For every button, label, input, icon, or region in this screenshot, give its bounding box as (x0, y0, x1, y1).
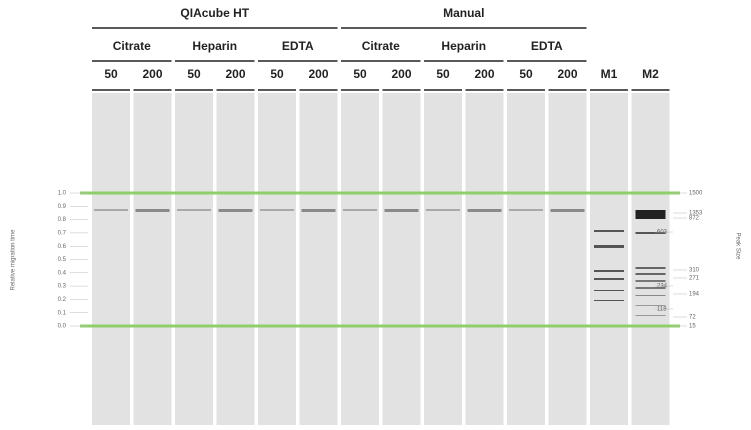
lane-label: 200 (391, 67, 411, 81)
size-label: 194 (689, 292, 700, 298)
migration-tick-label: 0.1 (58, 310, 67, 316)
migration-tick-label: 1.0 (58, 191, 67, 197)
sample-band (426, 209, 460, 211)
marker-band (594, 270, 624, 272)
marker-band (636, 295, 666, 296)
lane (507, 93, 545, 425)
lane (341, 93, 379, 425)
group-label: Manual (443, 6, 484, 20)
migration-tick-label: 0.9 (58, 204, 67, 210)
size-label: 72 (689, 315, 696, 321)
anticoagulant-label: EDTA (531, 39, 563, 53)
sample-band (260, 209, 294, 211)
lane (217, 93, 255, 425)
migration-tick-label: 0.7 (58, 230, 67, 236)
size-label: 271 (689, 276, 700, 282)
lane (590, 93, 628, 425)
lane (424, 93, 462, 425)
lane (175, 93, 213, 425)
migration-tick-label: 0.2 (58, 297, 67, 303)
anticoagulant-label: Citrate (362, 39, 400, 53)
lane (549, 93, 587, 425)
migration-tick-label: 0.5 (58, 257, 67, 263)
anticoagulant-label: Heparin (441, 39, 486, 53)
sample-band (94, 209, 128, 211)
migration-tick-label: 0.8 (58, 217, 67, 223)
size-label: 1500 (689, 191, 703, 197)
gel-figure: QIAcube HT Manual Citrate Heparin EDTA Citrat… (0, 0, 751, 425)
alignment-marker (80, 192, 680, 195)
lane-label: M1 (601, 67, 618, 81)
lane-label: 200 (474, 67, 494, 81)
lane-label: 200 (557, 67, 577, 81)
marker-band (636, 267, 666, 269)
lane-label: M2 (642, 67, 659, 81)
migration-axis-title: Relative migration time (11, 229, 17, 291)
anticoagulant-label: EDTA (282, 39, 314, 53)
lane-label: 50 (353, 67, 367, 81)
sample-band (468, 209, 502, 212)
lane-label: 200 (225, 67, 245, 81)
lane (92, 93, 130, 425)
marker-band (594, 290, 624, 291)
size-label: 872 (689, 216, 700, 222)
sample-band (343, 209, 377, 211)
lane (383, 93, 421, 425)
lane (134, 93, 172, 425)
anticoagulant-label: Citrate (113, 39, 151, 53)
size-label: 234 (657, 284, 668, 290)
marker-band (636, 273, 666, 275)
group-label: QIAcube HT (180, 6, 249, 20)
marker-band (636, 280, 666, 282)
sample-band (509, 209, 543, 211)
migration-tick-label: 0.0 (58, 324, 67, 330)
lane-label: 200 (142, 67, 162, 81)
marker-band (594, 230, 624, 232)
size-label: 118 (657, 307, 667, 313)
marker-band (594, 278, 624, 280)
size-label: 603 (657, 230, 668, 236)
marker-band (594, 245, 624, 248)
sample-band (136, 209, 170, 212)
lane-label: 50 (270, 67, 284, 81)
lane-label: 50 (187, 67, 201, 81)
size-label: 15 (689, 324, 696, 330)
lane-label: 50 (104, 67, 118, 81)
lane (466, 93, 504, 425)
marker-band (636, 210, 666, 219)
anticoagulant-label: Heparin (192, 39, 237, 53)
lane-label: 200 (308, 67, 328, 81)
sample-band (219, 209, 253, 212)
marker-band (594, 300, 624, 301)
size-label: 310 (689, 268, 700, 274)
lane (632, 93, 670, 425)
marker-band (636, 315, 666, 316)
sample-band (302, 209, 336, 212)
sample-band (385, 209, 419, 212)
sample-band (551, 209, 585, 212)
migration-tick-label: 0.6 (58, 244, 67, 250)
migration-tick-label: 0.4 (58, 270, 67, 276)
migration-tick-label: 0.3 (58, 284, 67, 290)
lane-label: 50 (436, 67, 450, 81)
lane (258, 93, 296, 425)
alignment-marker (80, 325, 680, 328)
lane-label: 50 (519, 67, 533, 81)
size-axis-title: Peak Size (734, 232, 740, 260)
sample-band (177, 209, 211, 211)
lane (300, 93, 338, 425)
